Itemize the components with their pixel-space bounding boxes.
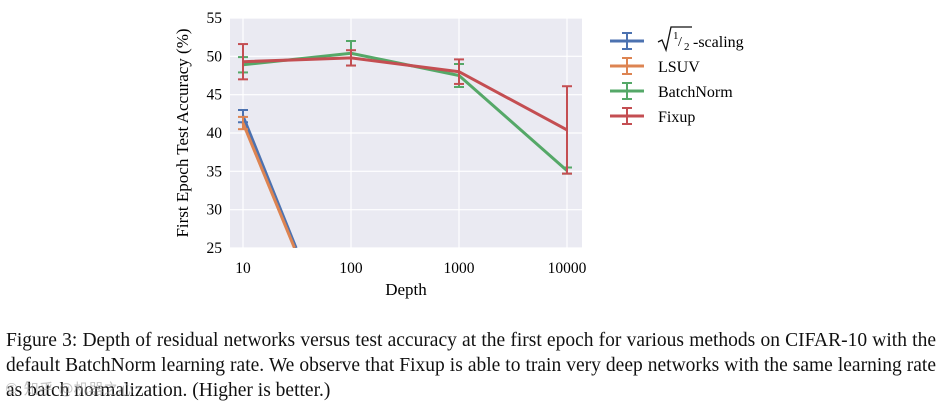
y-tick-label: 35: [207, 163, 223, 180]
legend-fraction-slash: /: [678, 35, 682, 50]
y-tick-label: 50: [207, 48, 223, 65]
legend: 1/2 -scaling LSUV BatchNorm Fixup: [610, 26, 744, 126]
y-tick-label: 55: [207, 10, 223, 27]
legend-label: LSUV: [658, 59, 700, 76]
legend-item: BatchNorm: [610, 82, 733, 101]
x-tick-label: 10000: [548, 260, 587, 277]
y-tick-label: 40: [207, 125, 223, 142]
x-tick-label: 1000: [444, 260, 475, 277]
legend-item: Fixup: [610, 107, 695, 126]
watermark: © 知乎 @机器之心: [4, 380, 134, 398]
legend-label: -scaling: [693, 34, 744, 51]
legend-fraction-den: 2: [684, 41, 690, 53]
legend-item: LSUV: [610, 57, 700, 76]
figure-3: 25 30 35 40 45 50 55 10 100 1000 10000 Depth First…: [173, 10, 744, 299]
figure-caption: Figure 3: Depth of residual networks ver…: [6, 330, 936, 401]
x-tick-label: 100: [339, 260, 363, 277]
y-axis-label: First Epoch Test Accuracy (%): [173, 28, 192, 237]
legend-fraction-num: 1: [673, 30, 679, 42]
y-tick-label: 30: [207, 202, 223, 219]
legend-item: 1/2 -scaling: [610, 26, 744, 53]
y-tick-label: 45: [207, 87, 223, 104]
sqrt-symbol: [657, 26, 692, 53]
x-axis-label: Depth: [385, 280, 427, 299]
x-tick-label: 10: [235, 260, 251, 277]
y-tick-label: 25: [207, 240, 223, 257]
series-line: [242, 56, 568, 132]
series-fixup: [238, 43, 572, 175]
legend-label: Fixup: [658, 109, 695, 126]
accuracy-vs-depth-chart: 25 30 35 40 45 50 55 10 100 1000 10000 Depth First…: [173, 10, 744, 299]
series-lsuv: [238, 115, 296, 248]
legend-label: BatchNorm: [658, 84, 733, 101]
series-line: [241, 115, 298, 248]
series-line: [241, 122, 296, 248]
